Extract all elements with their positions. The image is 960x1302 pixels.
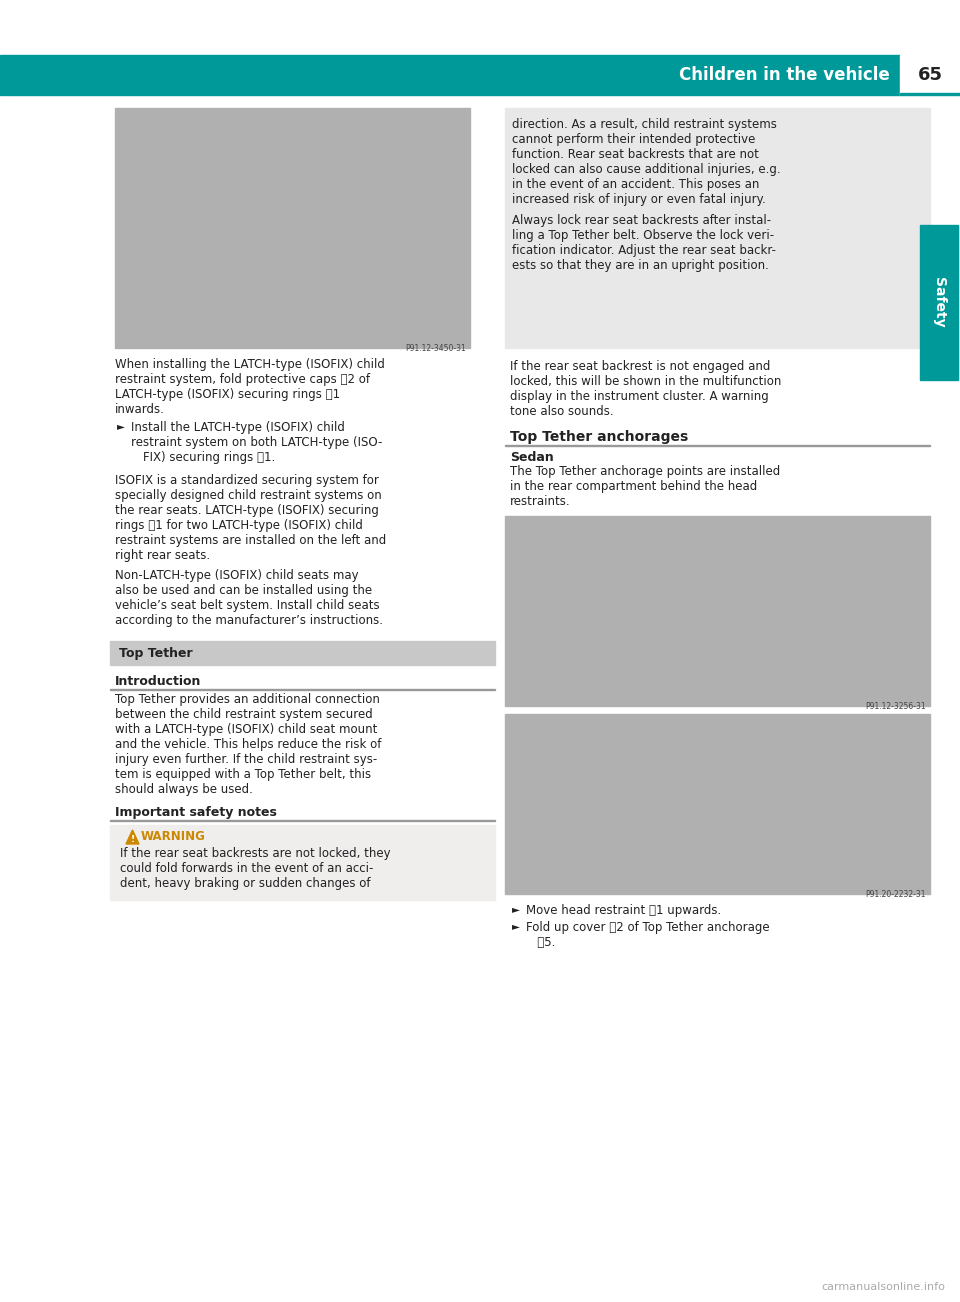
Text: restraint systems are installed on the left and: restraint systems are installed on the l…	[115, 534, 386, 547]
Text: carmanualsonline.info: carmanualsonline.info	[821, 1282, 945, 1292]
Text: Top Tether: Top Tether	[119, 647, 193, 660]
Text: Sedan: Sedan	[510, 450, 554, 464]
Polygon shape	[126, 829, 139, 844]
Bar	[115, 108, 470, 348]
Text: increased risk of injury or even fatal injury.: increased risk of injury or even fatal i…	[512, 193, 766, 206]
Text: Important safety notes: Important safety notes	[115, 806, 276, 819]
Text: Top Tether anchorages: Top Tether anchorages	[510, 430, 688, 444]
Text: right rear seats.: right rear seats.	[115, 549, 210, 562]
Text: ling a Top Tether belt. Observe the lock veri-: ling a Top Tether belt. Observe the lock…	[512, 229, 774, 242]
Text: in the event of an accident. This poses an: in the event of an accident. This poses …	[512, 178, 759, 191]
Text: Safety: Safety	[932, 277, 946, 328]
Text: Top Tether provides an additional connection: Top Tether provides an additional connec…	[115, 693, 380, 706]
Text: restraint system, fold protective caps ⑄2 of: restraint system, fold protective caps ⑄…	[115, 372, 370, 385]
Text: When installing the LATCH-type (ISOFIX) child: When installing the LATCH-type (ISOFIX) …	[115, 358, 385, 371]
Text: P91.20-2232-31: P91.20-2232-31	[866, 891, 926, 898]
Text: inwards.: inwards.	[115, 404, 165, 417]
Text: should always be used.: should always be used.	[115, 783, 252, 796]
Text: Children in the vehicle: Children in the vehicle	[680, 66, 890, 85]
Text: FIX) securing rings ⑃1.: FIX) securing rings ⑃1.	[143, 450, 276, 464]
Text: restraints.: restraints.	[510, 495, 570, 508]
Text: ␵5.: ␵5.	[526, 936, 556, 949]
Text: between the child restraint system secured: between the child restraint system secur…	[115, 708, 372, 721]
Text: with a LATCH-type (ISOFIX) child seat mount: with a LATCH-type (ISOFIX) child seat mo…	[115, 723, 377, 736]
Text: P91.12-3450-31: P91.12-3450-31	[405, 344, 466, 353]
Bar	[900, 92, 960, 95]
Text: specially designed child restraint systems on: specially designed child restraint syste…	[115, 490, 382, 503]
Text: 65: 65	[918, 66, 943, 85]
Bar	[920, 225, 958, 380]
Text: according to the manufacturer’s instructions.: according to the manufacturer’s instruct…	[115, 615, 383, 628]
Text: Always lock rear seat backrests after instal-: Always lock rear seat backrests after in…	[512, 214, 771, 227]
Text: LATCH-type (ISOFIX) securing rings ⑃1: LATCH-type (ISOFIX) securing rings ⑃1	[115, 388, 340, 401]
Text: If the rear seat backrests are not locked, they: If the rear seat backrests are not locke…	[120, 848, 391, 861]
Text: dent, heavy braking or sudden changes of: dent, heavy braking or sudden changes of	[120, 878, 371, 891]
Text: in the rear compartment behind the head: in the rear compartment behind the head	[510, 480, 757, 493]
Text: Move head restraint ␱1 upwards.: Move head restraint ␱1 upwards.	[526, 904, 721, 917]
Text: The Top Tether anchorage points are installed: The Top Tether anchorage points are inst…	[510, 465, 780, 478]
Text: ►: ►	[117, 421, 125, 431]
Text: restraint system on both LATCH-type (ISO-: restraint system on both LATCH-type (ISO…	[131, 436, 382, 449]
Text: locked, this will be shown in the multifunction: locked, this will be shown in the multif…	[510, 375, 781, 388]
Bar	[110, 825, 495, 900]
Bar	[505, 713, 930, 894]
Text: locked can also cause additional injuries, e.g.: locked can also cause additional injurie…	[512, 163, 780, 176]
Text: injury even further. If the child restraint sys-: injury even further. If the child restra…	[115, 753, 377, 766]
Text: tone also sounds.: tone also sounds.	[510, 405, 613, 418]
Text: WARNING: WARNING	[141, 831, 205, 844]
Text: the rear seats. LATCH-type (ISOFIX) securing: the rear seats. LATCH-type (ISOFIX) secu…	[115, 504, 379, 517]
Text: and the vehicle. This helps reduce the risk of: and the vehicle. This helps reduce the r…	[115, 738, 381, 751]
Text: fication indicator. Adjust the rear seat backr-: fication indicator. Adjust the rear seat…	[512, 243, 776, 256]
Text: ►: ►	[512, 921, 520, 931]
Bar	[505, 516, 930, 706]
Text: Fold up cover ␲2 of Top Tether anchorage: Fold up cover ␲2 of Top Tether anchorage	[526, 921, 770, 934]
Text: Non-LATCH-type (ISOFIX) child seats may: Non-LATCH-type (ISOFIX) child seats may	[115, 569, 359, 582]
Text: function. Rear seat backrests that are not: function. Rear seat backrests that are n…	[512, 148, 758, 161]
Text: !: !	[131, 835, 134, 844]
Text: vehicle’s seat belt system. Install child seats: vehicle’s seat belt system. Install chil…	[115, 599, 379, 612]
Text: Introduction: Introduction	[115, 674, 202, 687]
Text: P91.12-3256-31: P91.12-3256-31	[865, 702, 926, 711]
Text: ISOFIX is a standardized securing system for: ISOFIX is a standardized securing system…	[115, 474, 379, 487]
Text: cannot perform their intended protective: cannot perform their intended protective	[512, 133, 756, 146]
Text: could fold forwards in the event of an acci-: could fold forwards in the event of an a…	[120, 862, 373, 875]
Text: ests so that they are in an upright position.: ests so that they are in an upright posi…	[512, 259, 769, 272]
Bar	[900, 55, 960, 95]
Text: If the rear seat backrest is not engaged and: If the rear seat backrest is not engaged…	[510, 359, 770, 372]
Text: direction. As a result, child restraint systems: direction. As a result, child restraint …	[512, 118, 777, 132]
Text: ►: ►	[512, 904, 520, 914]
Bar	[0, 55, 900, 95]
Bar	[110, 641, 495, 665]
Text: display in the instrument cluster. A warning: display in the instrument cluster. A war…	[510, 391, 769, 404]
Text: also be used and can be installed using the: also be used and can be installed using …	[115, 585, 372, 598]
Text: Install the LATCH-type (ISOFIX) child: Install the LATCH-type (ISOFIX) child	[131, 421, 345, 434]
Text: tem is equipped with a Top Tether belt, this: tem is equipped with a Top Tether belt, …	[115, 768, 372, 781]
Text: rings ⑃1 for two LATCH-type (ISOFIX) child: rings ⑃1 for two LATCH-type (ISOFIX) chi…	[115, 519, 363, 533]
Bar	[505, 108, 930, 348]
